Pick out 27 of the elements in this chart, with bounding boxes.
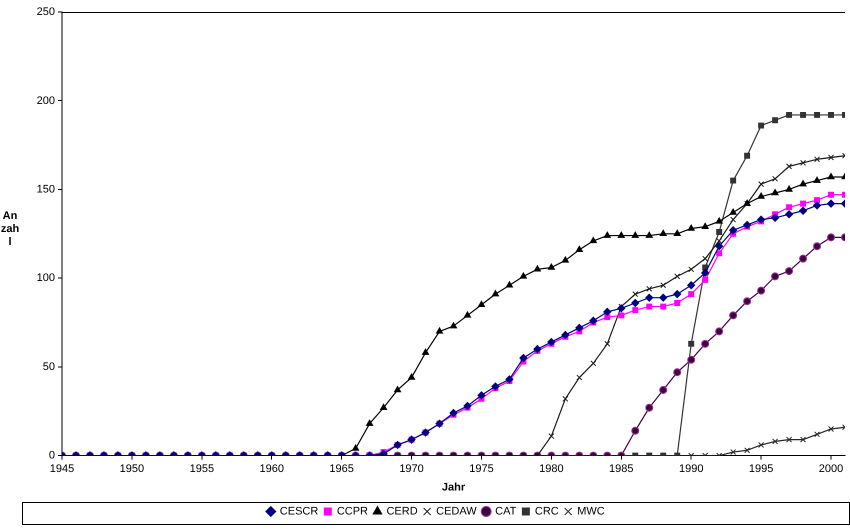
x-tick-label: 1985 [609,463,634,476]
x-tick-label: 1965 [329,463,354,476]
legend-label: CCPR [336,506,368,518]
x-tick-label: 1950 [120,463,144,476]
y-tick-label: 0 [48,450,55,462]
x-tick-label: 1955 [190,463,214,476]
x-tick-label: 1980 [539,463,564,476]
x-tick-label: 1960 [259,463,284,476]
x-tick-label: 1995 [748,463,774,476]
legend-label: MWC [577,506,605,518]
y-tick-label: 250 [36,6,55,18]
x-axis-title: Jahr [442,481,466,494]
y-tick-label: 150 [36,183,55,196]
x-tick-label: 1945 [50,463,74,476]
legend-label: CEDAW [436,506,478,518]
legend-label: CERD [386,506,418,518]
y-axis-title: Anzahl [0,210,20,249]
x-tick-label: 1970 [399,463,424,476]
x-tick-label: 1990 [678,463,704,476]
y-tick-label: 50 [42,360,55,373]
legend-label: CAT [495,506,517,518]
legend-label: CRC [534,506,559,518]
x-tick-label: 1975 [469,463,494,476]
y-tick-label: 200 [36,94,55,107]
x-tick-label: 2000 [818,463,844,476]
legend-label: CESCR [280,506,318,518]
y-tick-label: 100 [36,272,55,284]
